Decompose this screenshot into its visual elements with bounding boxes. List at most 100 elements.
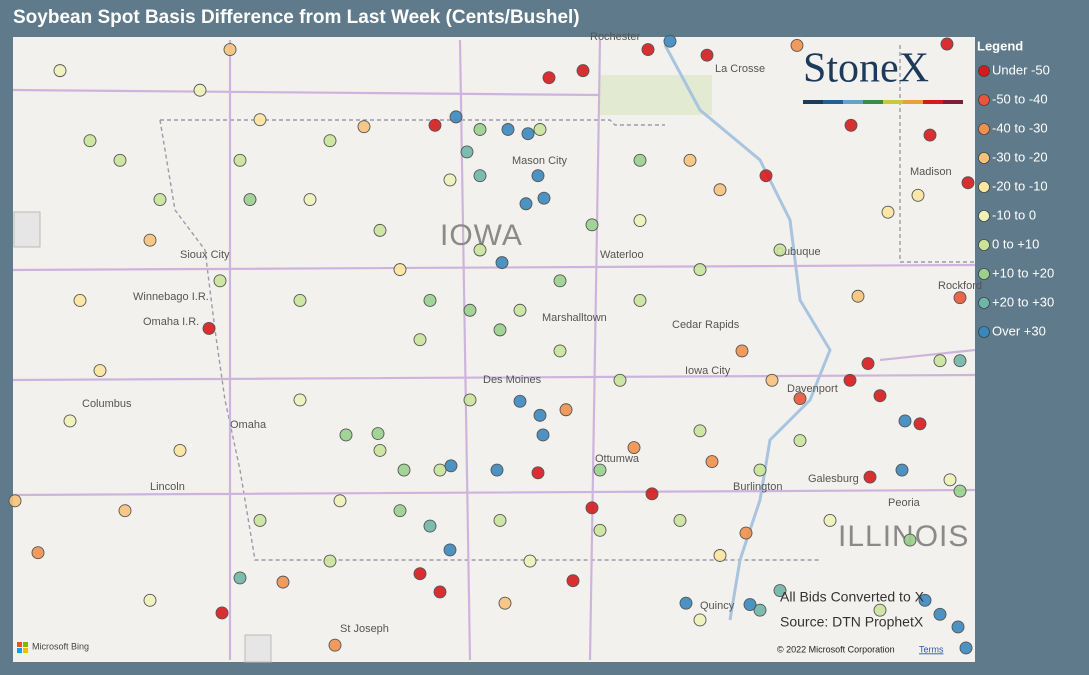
bid-point [790,38,804,52]
legend: Under -50 -50 to -40 -40 to -30 -30 to -20 -… [978,62,1054,338]
bid-point [118,504,132,518]
bid-point [773,243,787,257]
logo-text: StoneX [803,46,929,92]
bid-point [531,466,545,480]
legend-swatch [978,239,990,251]
bid-point [953,354,967,368]
bid-point [693,424,707,438]
bid-point [933,607,947,621]
bid-point [923,128,937,142]
bid-point [293,393,307,407]
bid-point [576,64,590,78]
bid-point [713,549,727,562]
bid-point [513,394,527,408]
bid-point [873,389,887,403]
bid-point [473,123,487,136]
city-label: Quincy [700,600,735,612]
state-label: ILLINOIS [838,520,969,553]
legend-swatch [978,65,990,77]
bid-point [339,428,353,442]
logo: StoneX [803,46,963,104]
bid-point [153,193,167,207]
bid-point [433,463,447,477]
bid-point [243,193,257,207]
bid-point [423,519,437,533]
bid-point [898,414,912,428]
city-label: Waterloo [600,249,644,261]
city-label: Davenport [787,383,838,395]
bid-point [63,414,77,428]
bid-point [553,344,567,358]
bid-point [536,428,550,442]
bid-point [641,43,655,57]
bid-point [323,554,337,568]
bid-point [566,574,580,588]
bid-point [233,153,247,167]
city-label: Iowa City [685,365,731,377]
bid-point [490,463,504,477]
title: Soybean Spot Basis Difference from Last … [13,7,580,28]
bid-point [843,373,857,387]
bid-point [501,123,515,136]
bid-point [521,127,535,141]
bid-point [953,484,967,498]
bid-point [693,613,707,627]
bid-point [793,434,807,448]
bid-point [593,463,607,477]
bid-point [863,470,877,484]
note: All Bids Converted to X [780,589,925,605]
legend-swatch [978,152,990,164]
bid-point [895,463,909,477]
bid-point [73,294,87,307]
legend-label: +20 to +30 [992,294,1054,309]
bid-point [739,526,753,540]
bid-point [413,333,427,347]
bid-point [523,554,537,568]
legend-swatch [978,210,990,222]
bid-point [463,393,477,407]
legend-label: -50 to -40 [992,91,1048,106]
bid-point [861,357,875,370]
bid-point [773,584,787,597]
bid-point [443,173,457,187]
legend-swatch [978,268,990,280]
legend-label: 0 to +10 [992,236,1039,251]
city-label: Omaha I.R. [143,316,199,328]
city-label: Winnebago I.R. [133,291,209,303]
legend-label: +10 to +20 [992,265,1054,280]
bid-point [903,533,917,547]
city-label: Columbus [82,398,132,410]
bid-point [393,263,407,277]
bid-point [276,575,290,589]
bid-point [498,596,512,610]
city-label: Galesburg [808,473,859,485]
terms-link[interactable]: Terms [919,644,944,654]
legend-label: -10 to 0 [992,207,1036,222]
bid-point [633,214,647,228]
bid-point [328,638,342,652]
bid-point [753,603,767,617]
bid-point [473,169,487,183]
bid-point [759,169,773,183]
bid-point [393,504,407,518]
bid-point [493,323,507,337]
bid-point [473,243,487,257]
bing-text: Microsoft Bing [32,641,89,651]
bid-point [851,289,865,303]
bid-point [743,598,757,611]
place-labels: Sioux City Winnebago I.R. Omaha I.R. Col… [82,31,982,635]
bid-point [495,256,509,270]
bid-point [433,585,447,599]
bid-point [537,191,551,205]
bing-logo: Microsoft Bing [17,641,89,653]
bid-point [213,274,227,288]
bid-point [215,606,229,620]
bid-point [428,118,442,132]
bid-point [253,113,267,127]
map-base [12,39,976,663]
bid-point [673,514,687,527]
bid-point [585,501,599,515]
bid-point [397,463,411,477]
